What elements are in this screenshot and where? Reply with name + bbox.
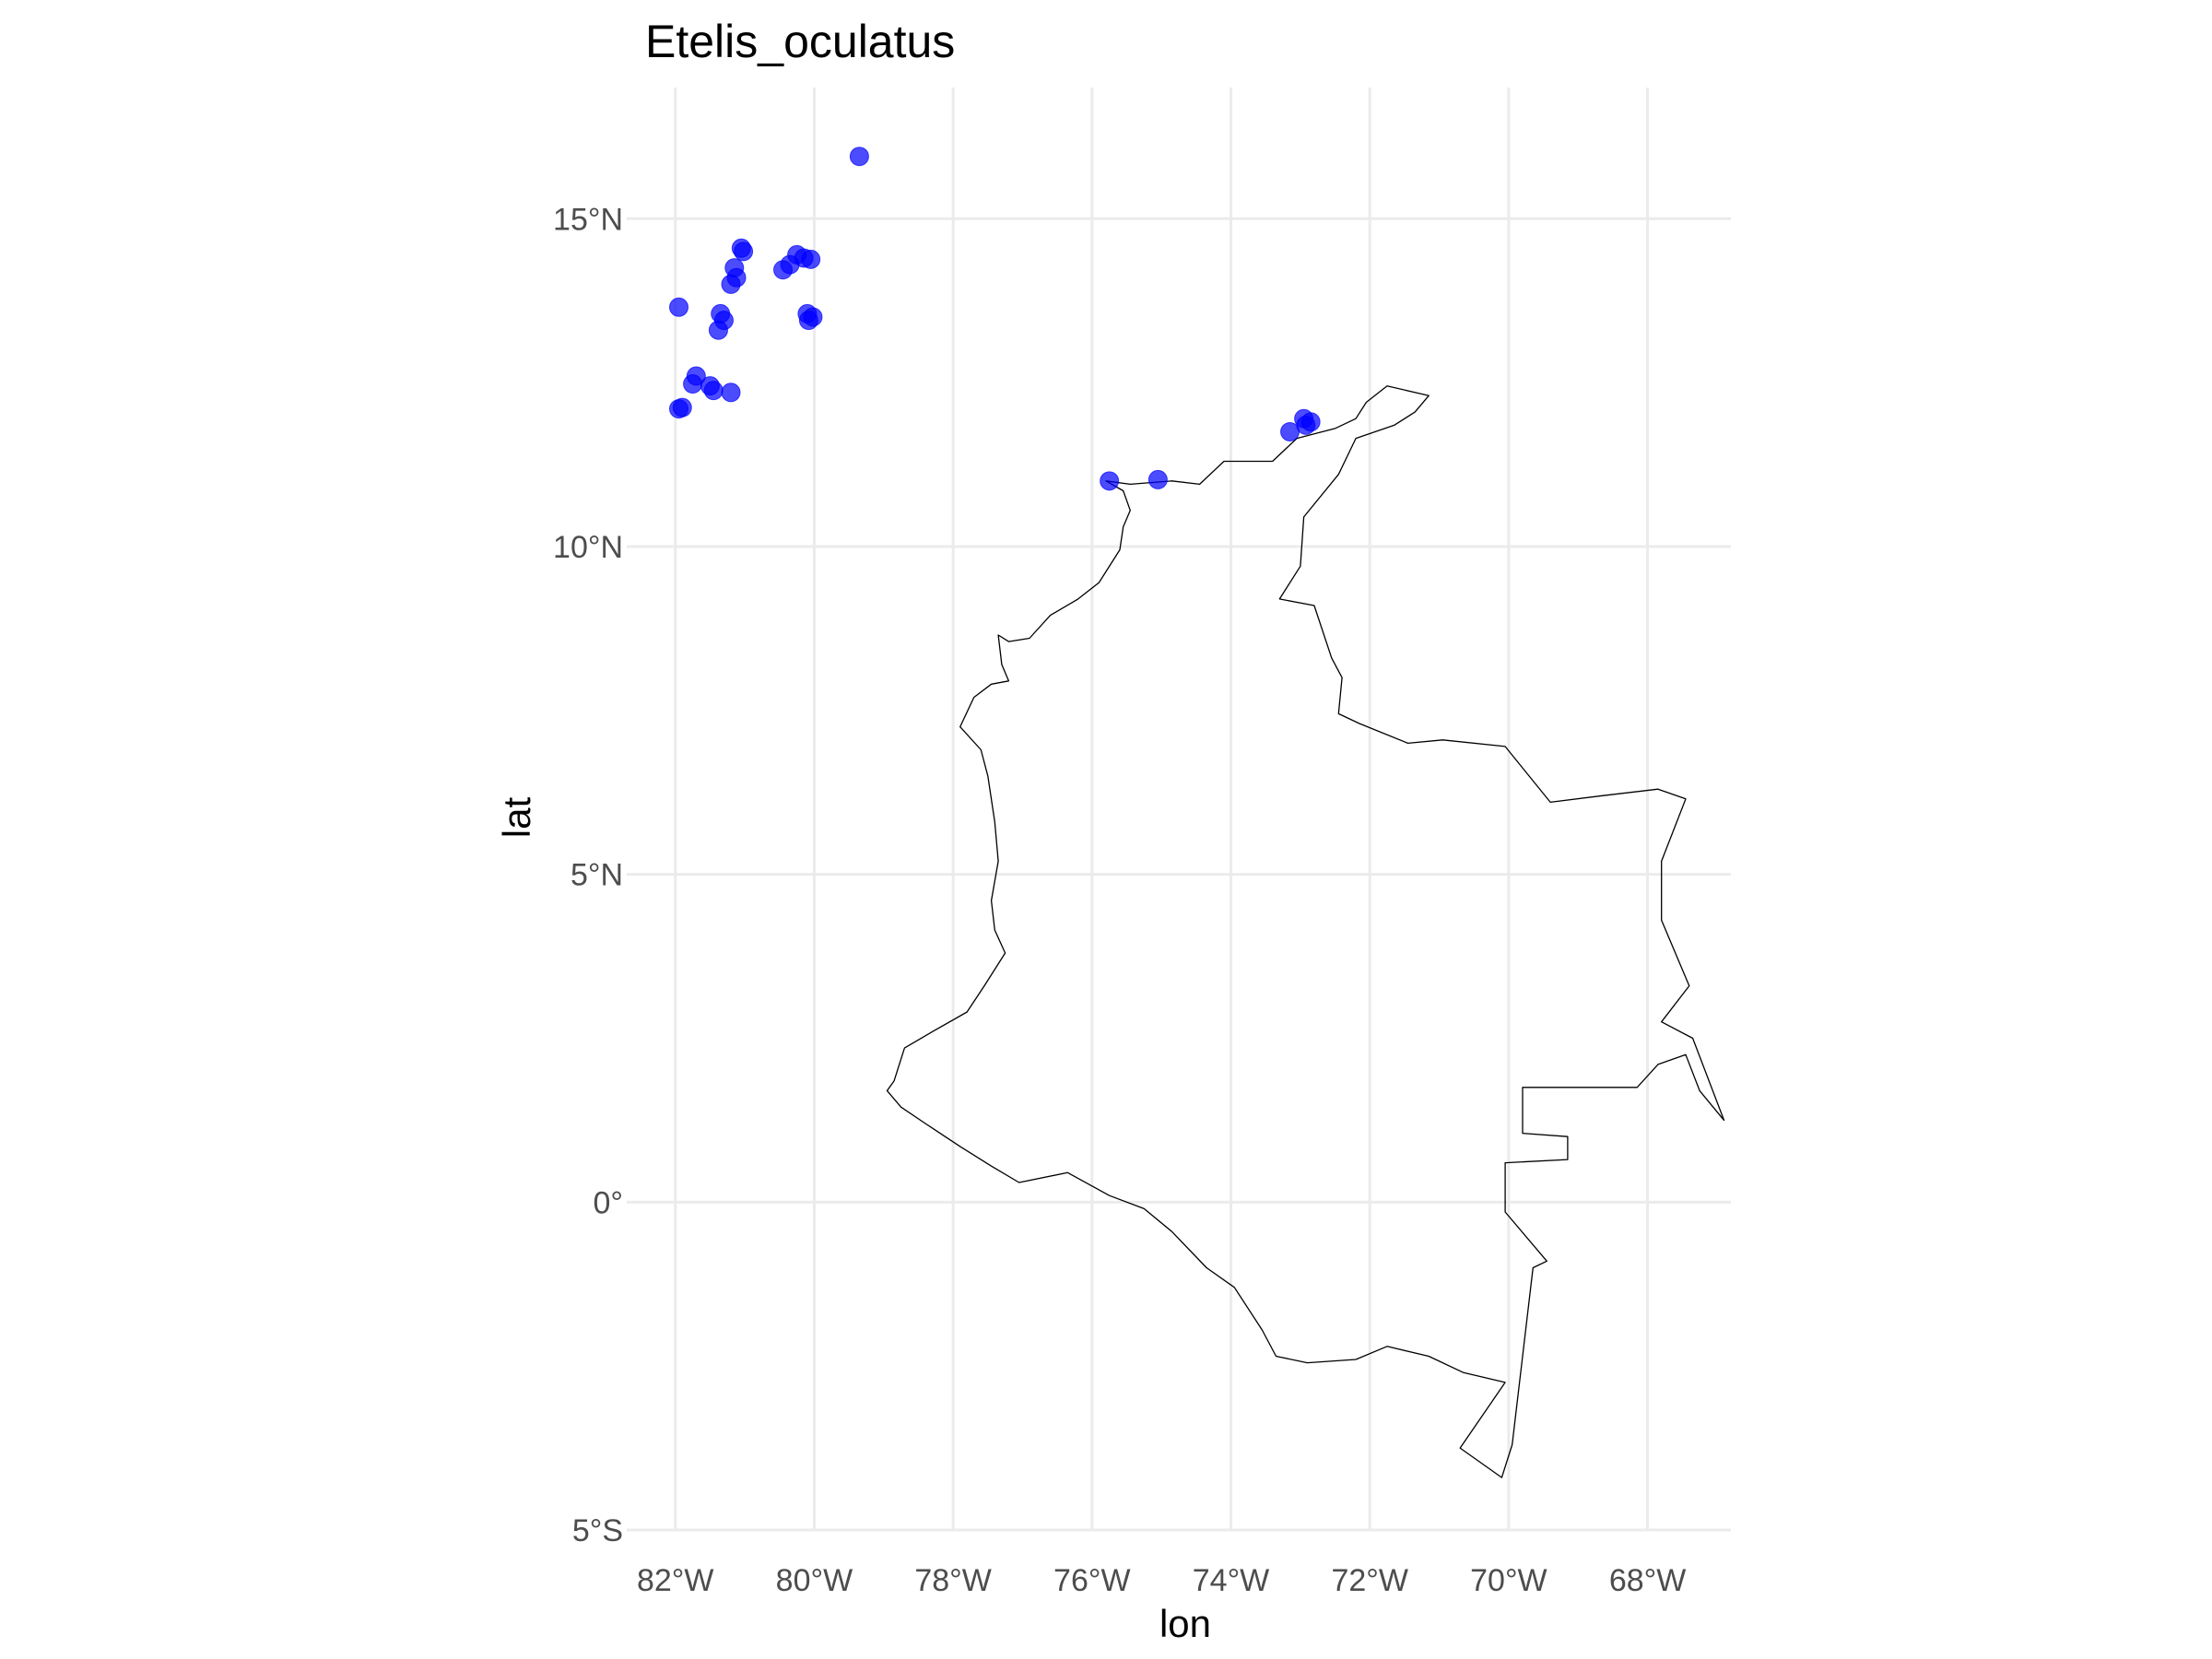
occurrence-point bbox=[801, 249, 821, 269]
y-tick-label: 5°S bbox=[572, 1513, 623, 1548]
occurrence-point bbox=[721, 274, 741, 294]
chart-title: Etelis_oculatus bbox=[645, 16, 955, 67]
x-tick-label: 70°W bbox=[1470, 1563, 1547, 1598]
occurrence-point bbox=[703, 381, 724, 401]
occurrence-point bbox=[1296, 415, 1316, 435]
x-tick-label: 76°W bbox=[1053, 1563, 1131, 1598]
x-tick-label: 72°W bbox=[1331, 1563, 1408, 1598]
occurrence-point bbox=[1147, 469, 1168, 489]
country-border bbox=[886, 385, 1725, 1478]
x-tick-label: 78°W bbox=[914, 1563, 992, 1598]
x-tick-label: 68°W bbox=[1609, 1563, 1687, 1598]
occurrence-point bbox=[798, 311, 818, 331]
y-axis-title: lat bbox=[495, 796, 538, 838]
gridlines bbox=[627, 88, 1731, 1532]
occurrence-point bbox=[683, 374, 703, 394]
y-axis-ticks: 5°S 0° 5°N 10°N 15°N bbox=[553, 202, 623, 1548]
y-tick-label: 5°N bbox=[571, 858, 623, 893]
y-tick-label: 10°N bbox=[553, 530, 623, 565]
occurrence-point bbox=[669, 297, 689, 317]
x-tick-label: 80°W bbox=[776, 1563, 853, 1598]
occurrence-point bbox=[1100, 471, 1120, 491]
occurrence-point bbox=[849, 147, 869, 167]
y-tick-label: 0° bbox=[593, 1185, 623, 1220]
x-axis-ticks: 82°W 80°W 78°W 76°W 74°W 72°W 70°W 68°W bbox=[637, 1563, 1686, 1598]
occurrence-point bbox=[734, 241, 754, 262]
x-tick-label: 82°W bbox=[637, 1563, 714, 1598]
x-axis-title: lon bbox=[1159, 1602, 1211, 1645]
occurrence-point bbox=[708, 320, 728, 340]
occurrence-point bbox=[669, 399, 689, 419]
y-tick-label: 15°N bbox=[553, 202, 623, 237]
occurrence-point bbox=[721, 382, 741, 403]
country-outline bbox=[886, 385, 1725, 1478]
occurrence-points bbox=[669, 147, 1321, 491]
x-tick-label: 74°W bbox=[1193, 1563, 1270, 1598]
occurrence-point bbox=[773, 260, 794, 280]
